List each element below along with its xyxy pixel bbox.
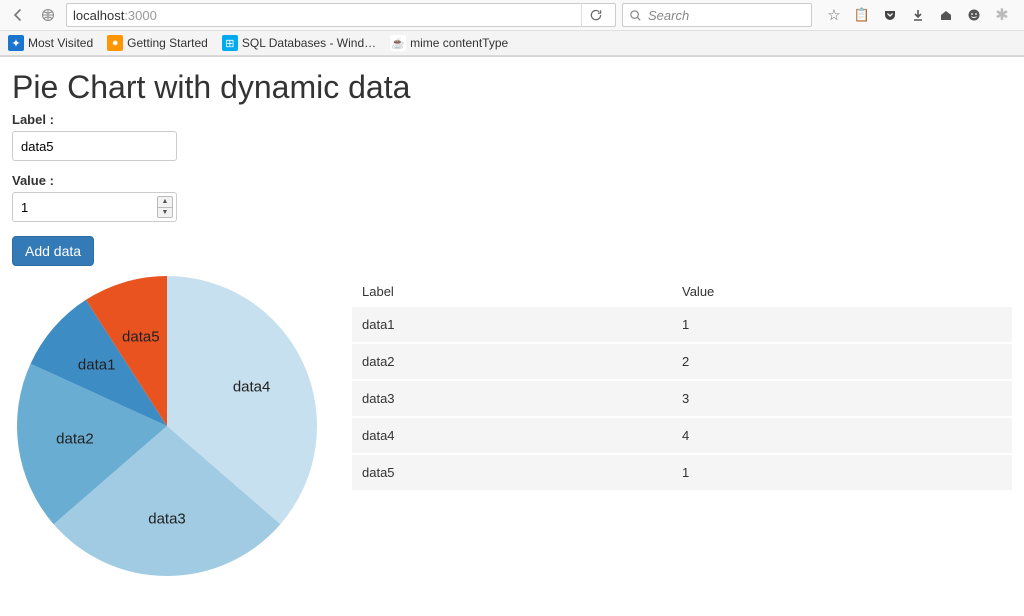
cell-label: data2: [362, 354, 682, 369]
cell-value: 1: [682, 465, 1002, 480]
pie-slice-label: data1: [78, 357, 116, 374]
page-content: Pie Chart with dynamic data Label : Valu…: [0, 57, 1024, 616]
bookmark-item[interactable]: ✦ Most Visited: [8, 35, 93, 51]
pie-slice-label: data4: [233, 379, 271, 396]
value-caption: Value :: [12, 173, 1012, 188]
table-row: data22: [352, 344, 1012, 379]
pie-chart: data4 data3 data2 data1 data5: [12, 276, 322, 586]
url-bar[interactable]: localhost:3000: [66, 3, 616, 27]
toolbar-icons: ☆ 📋 ✱: [818, 7, 1018, 23]
smiley-icon[interactable]: [966, 7, 982, 23]
pie-slice-label: data5: [122, 328, 160, 345]
back-button[interactable]: [6, 3, 30, 27]
download-icon[interactable]: [910, 7, 926, 23]
globe-icon: [36, 3, 60, 27]
pocket-icon[interactable]: [882, 7, 898, 23]
page-title: Pie Chart with dynamic data: [12, 69, 1012, 106]
bookmark-label: Most Visited: [28, 36, 93, 50]
cell-value: 4: [682, 428, 1002, 443]
url-host: localhost: [73, 8, 124, 23]
cell-label: data1: [362, 317, 682, 332]
cell-value: 2: [682, 354, 1002, 369]
home-icon[interactable]: [938, 7, 954, 23]
reload-button[interactable]: [581, 3, 609, 27]
table-row: data44: [352, 418, 1012, 453]
search-placeholder: Search: [648, 8, 689, 23]
table-header: Label Value: [352, 276, 1012, 307]
label-caption: Label :: [12, 112, 1012, 127]
col-header-label: Label: [362, 284, 682, 299]
table-row: data33: [352, 381, 1012, 416]
add-data-button[interactable]: Add data: [12, 236, 94, 266]
cell-label: data4: [362, 428, 682, 443]
star-icon[interactable]: ☆: [826, 7, 842, 23]
label-input[interactable]: [12, 131, 177, 161]
navigation-bar: localhost:3000 Search ☆ 📋 ✱: [0, 0, 1024, 31]
cell-value: 1: [682, 317, 1002, 332]
browser-chrome: localhost:3000 Search ☆ 📋 ✱ ✦ Most Visite…: [0, 0, 1024, 57]
table-row: data11: [352, 307, 1012, 342]
search-icon: [629, 9, 642, 22]
table-row: data51: [352, 455, 1012, 490]
pie-slice-label: data2: [56, 431, 94, 448]
cell-label: data3: [362, 391, 682, 406]
bookmark-item[interactable]: ☕ mime contentType: [390, 35, 508, 51]
clipboard-icon[interactable]: 📋: [854, 7, 870, 23]
url-port: :3000: [124, 8, 157, 23]
bookmark-icon: ☕: [390, 35, 406, 51]
cell-value: 3: [682, 391, 1002, 406]
data-table: Label Value data11data22data33data44data…: [352, 276, 1012, 492]
bookmark-label: mime contentType: [410, 36, 508, 50]
extension-icon[interactable]: ✱: [994, 7, 1010, 23]
bookmark-label: SQL Databases - Wind…: [242, 36, 376, 50]
value-input[interactable]: [12, 192, 177, 222]
bookmark-item[interactable]: ● Getting Started: [107, 35, 208, 51]
bookmark-icon: ●: [107, 35, 123, 51]
cell-label: data5: [362, 465, 682, 480]
bookmark-label: Getting Started: [127, 36, 208, 50]
table-body: data11data22data33data44data51: [352, 307, 1012, 490]
bookmark-icon: ⊞: [222, 35, 238, 51]
number-spinner[interactable]: ▲▼: [157, 196, 173, 218]
bookmarks-bar: ✦ Most Visited ● Getting Started ⊞ SQL Databa…: [0, 31, 1024, 56]
pie-slice-label: data3: [148, 511, 186, 528]
search-bar[interactable]: Search: [622, 3, 812, 27]
bookmark-item[interactable]: ⊞ SQL Databases - Wind…: [222, 35, 376, 51]
bookmark-icon: ✦: [8, 35, 24, 51]
col-header-value: Value: [682, 284, 1002, 299]
